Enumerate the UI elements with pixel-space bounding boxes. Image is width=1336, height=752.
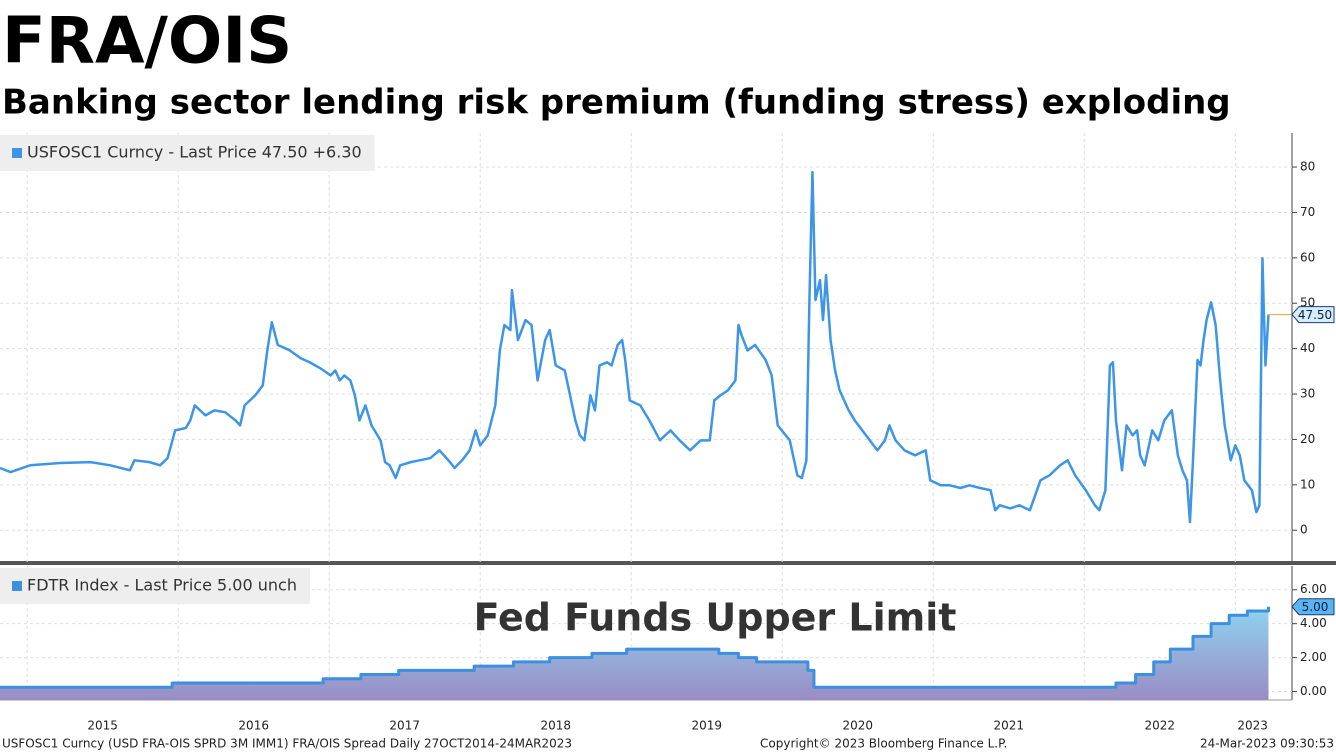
y-tick-label: 40: [1300, 341, 1315, 355]
legend: [0, 568, 310, 604]
panel-separator: [0, 561, 1336, 565]
legend-swatch: [12, 148, 22, 158]
y-tick-label: 4.00: [1300, 616, 1327, 630]
last-price-label: 47.50: [1298, 308, 1332, 322]
footer-copyright: Copyright© 2023 Bloomberg Finance L.P.: [760, 737, 1007, 751]
y-tick-label: 6.00: [1300, 582, 1327, 596]
x-tick-label: 2017: [389, 719, 420, 733]
plot-area: [0, 170, 1270, 524]
plot-area: [0, 606, 1270, 700]
x-tick-label: 2022: [1144, 719, 1175, 733]
title: FRA/OIS: [2, 5, 292, 79]
y-tick-label: 70: [1300, 205, 1315, 219]
legend-box: [0, 568, 310, 604]
x-tick-label: 2016: [238, 719, 269, 733]
y-tick-label: 30: [1300, 387, 1315, 401]
y-tick-label: 2.00: [1300, 650, 1327, 664]
annotation: Fed Funds Upper Limit: [474, 596, 957, 640]
y-tick-label: 0: [1300, 523, 1308, 537]
x-tick-label: 2020: [842, 719, 873, 733]
last-price-label: 5.00: [1302, 600, 1329, 614]
x-tick-label: 2015: [87, 719, 118, 733]
last-price-tag: [1291, 598, 1335, 616]
footer-timestamp: 24-Mar-2023 09:30:53: [1200, 737, 1334, 751]
subtitle: Banking sector lending risk premium (fun…: [2, 83, 1231, 123]
y-tick-label: 10: [1300, 477, 1315, 491]
footer-source: USFOSC1 Curncy (USD FRA-OIS SPRD 3M IMM1…: [2, 737, 572, 751]
y-tick-label: 0.00: [1300, 684, 1327, 698]
legend-label: USFOSC1 Curncy - Last Price 47.50 +6.30: [27, 143, 362, 162]
legend-label: FDTR Index - Last Price 5.00 unch: [27, 576, 297, 595]
x-tick-label: 2019: [691, 719, 722, 733]
line: [0, 170, 1270, 524]
x-tick-label: 2018: [540, 719, 571, 733]
last-price-tag: [1291, 306, 1335, 324]
legend-box: [0, 135, 375, 171]
x-tick-label: 2023: [1237, 719, 1268, 733]
line: [0, 606, 1270, 689]
area: [0, 606, 1269, 700]
legend: [0, 135, 375, 171]
y-tick-label: 60: [1300, 250, 1315, 264]
y-tick-label: 20: [1300, 432, 1315, 446]
y-tick-label: 80: [1300, 160, 1315, 174]
x-tick-label: 2021: [993, 719, 1024, 733]
legend-swatch: [12, 581, 22, 591]
